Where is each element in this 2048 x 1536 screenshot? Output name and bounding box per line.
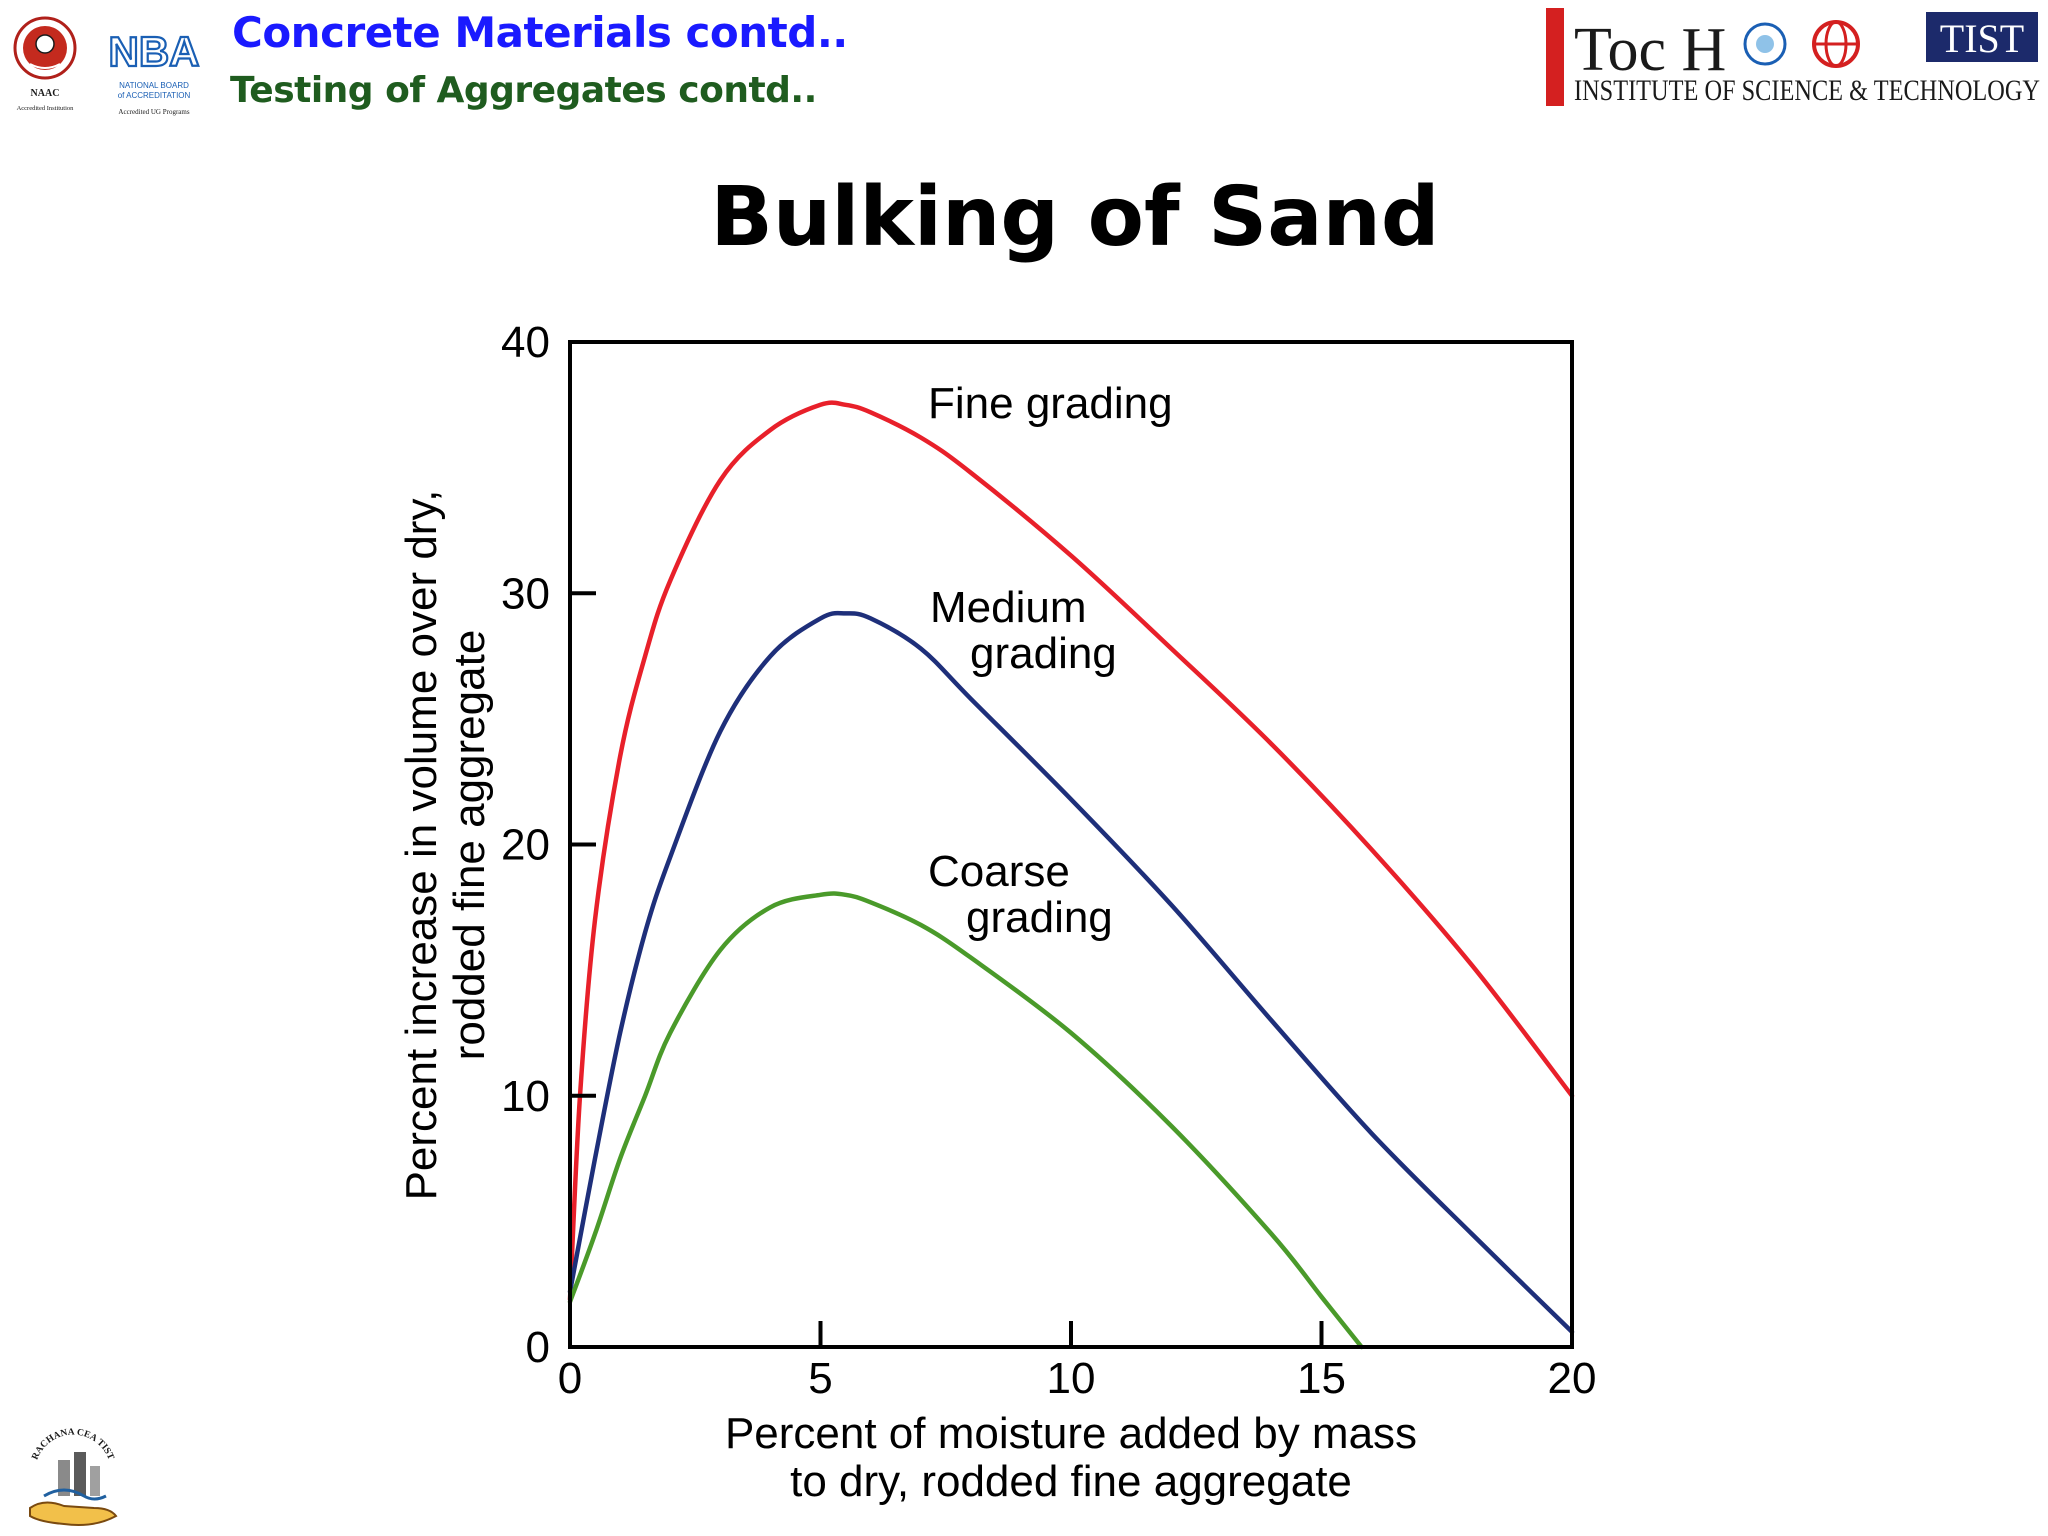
nba-logo-line2: of ACCREDITATION [118,91,191,100]
y-axis-label-line2: rodded fine aggregate [445,630,494,1061]
fine-grading-series-line [567,400,1575,1302]
toch-tist-logo: Toc H TIST INSTITUTE OF SCIENCE & TECHNO… [1546,8,2040,107]
x-tick-label: 20 [1548,1354,1597,1403]
nba-logo-name: NBA [109,28,200,75]
nba-logo-line1: NATIONAL BOARD [119,81,189,90]
toch-logo-subtitle: INSTITUTE OF SCIENCE & TECHNOLOGY [1574,74,2040,107]
x-axis-label-line1: Percent of moisture added by mass [725,1409,1417,1458]
coarse-grading-series-line [567,891,1364,1350]
y-tick-label: 20 [501,821,550,870]
naac-logo-name: NAAC [31,88,60,99]
medium-grading-label: grading [970,629,1117,678]
medium-grading-series-line [567,610,1575,1335]
nba-logo-caption: Accredited UG Programs [118,108,189,116]
globe-icon [1812,20,1860,68]
naac-logo: NAAC Accredited Institution [13,16,77,112]
x-tick-label: 5 [808,1354,832,1403]
y-tick-label: 10 [501,1072,550,1121]
x-axis-label-line2: to dry, rodded fine aggregate [790,1457,1352,1506]
naac-logo-caption: Accredited Institution [17,105,75,112]
coarse-grading-label: grading [966,893,1113,942]
header-subtitle: Testing of Aggregates contd.. [230,70,817,111]
slide-title: Bulking of Sand [710,170,1440,265]
y-tick-label: 0 [526,1323,550,1372]
fine-grading-label: Fine grading [928,379,1173,428]
coarse-grading-label: Coarse [928,847,1070,896]
plot-frame [568,340,1574,1349]
tist-badge: TIST [1940,16,2024,61]
toch-logo-name: Toc H [1574,16,1726,84]
header-title: Concrete Materials contd.. [232,8,848,57]
y-tick-label: 40 [501,318,550,367]
y-axis-label-line1: Percent increase in volume over dry, [397,490,446,1201]
x-tick-label: 0 [558,1354,582,1403]
medium-grading-label: Medium [930,583,1087,632]
x-tick-label: 10 [1047,1354,1096,1403]
y-tick-label: 30 [501,569,550,618]
x-tick-label: 15 [1297,1354,1346,1403]
nba-logo: NBA NATIONAL BOARD of ACCREDITATION Accr… [107,27,200,116]
rachana-logo: RACHANA CEA TIST [29,1428,118,1526]
